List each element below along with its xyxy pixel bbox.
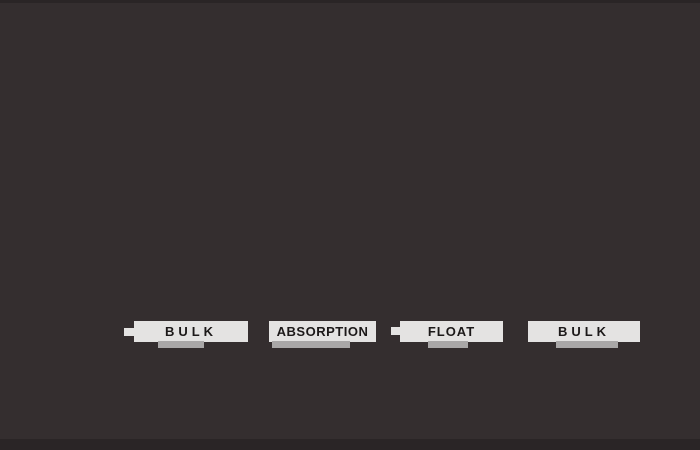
label-absorption-text: ABSORPTION: [276, 324, 369, 339]
top-edge-band: [0, 0, 700, 3]
bottom-edge-band: [0, 439, 700, 450]
label-absorption[interactable]: ABSORPTION: [269, 321, 376, 348]
label-float-text: FLOAT: [427, 324, 476, 339]
connector-tab-icon: [124, 328, 134, 336]
label-bulk-1-text: BULK: [164, 324, 218, 339]
label-shadow: [158, 341, 204, 348]
label-shadow: [428, 341, 468, 348]
label-shadow: [556, 341, 618, 348]
label-shadow: [272, 341, 350, 348]
label-bulk-2[interactable]: BULK: [528, 321, 640, 348]
label-bulk-2-text: BULK: [557, 324, 611, 339]
connector-tab-icon: [391, 327, 400, 335]
label-bulk-1[interactable]: BULK: [124, 321, 248, 348]
label-float[interactable]: FLOAT: [391, 321, 503, 348]
